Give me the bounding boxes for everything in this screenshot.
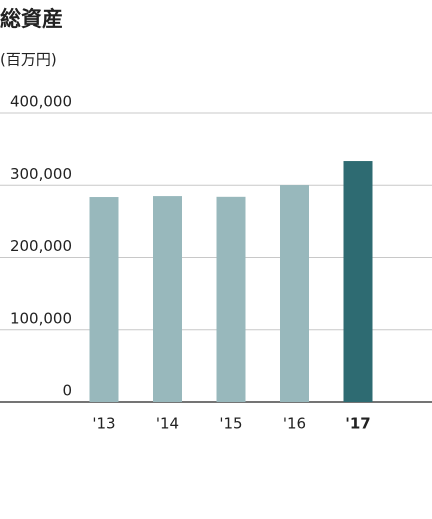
bar: [216, 196, 246, 402]
x-tick-label: '15: [219, 415, 242, 433]
x-tick-label: '17: [345, 415, 370, 433]
x-tick-label: '14: [156, 415, 179, 433]
bar: [89, 197, 119, 402]
y-tick-label: 200,000: [10, 237, 72, 255]
bar: [153, 196, 182, 402]
chart-subtitle: (百万円): [0, 51, 57, 69]
chart-title: 総資産: [0, 7, 63, 31]
x-tick-label: '16: [283, 415, 306, 433]
y-tick-label: 300,000: [10, 165, 72, 183]
bar: [343, 161, 373, 402]
y-tick-label: 100,000: [10, 309, 72, 327]
y-tick-label: 400,000: [10, 93, 72, 111]
y-tick-label: 0: [62, 382, 72, 400]
bar: [280, 185, 309, 402]
x-tick-label: '13: [92, 415, 115, 433]
